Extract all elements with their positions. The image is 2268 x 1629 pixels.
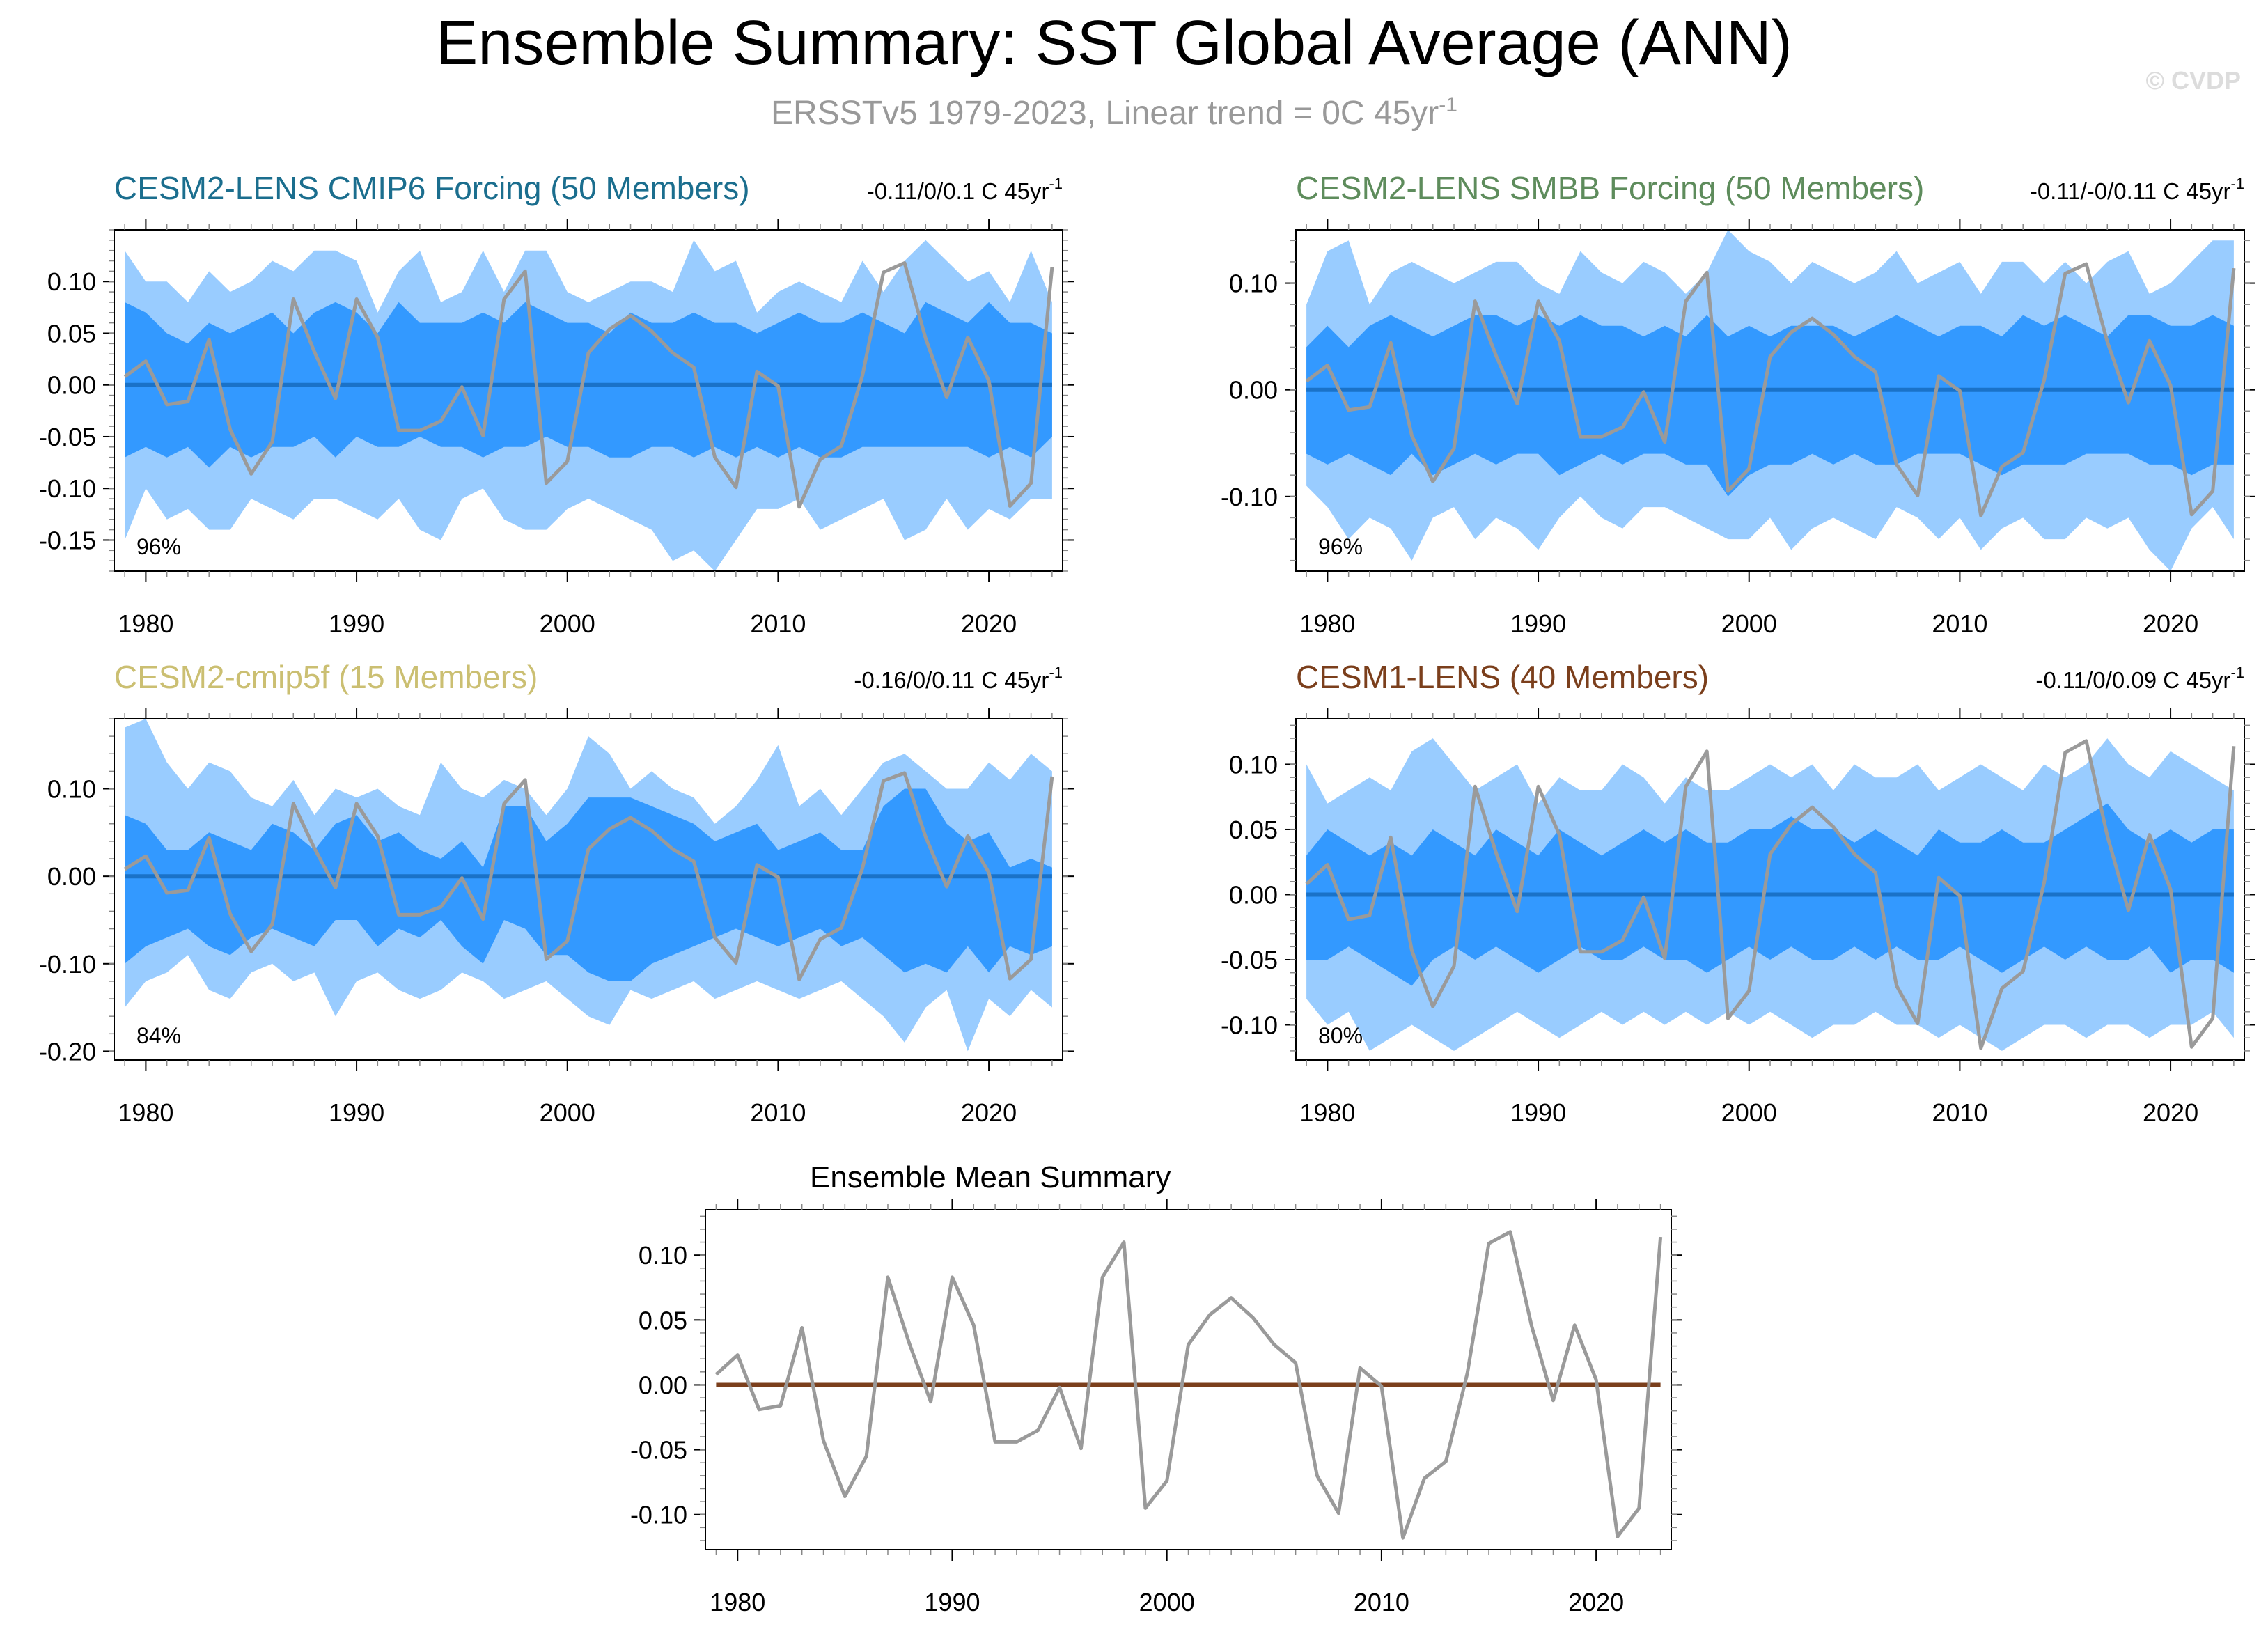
x-tick-label: 2020 [1568, 1588, 1624, 1616]
trend-range-label: -0.11/0/0.09 C 45yr-1 [2035, 664, 2244, 693]
trend-range-text: -0.16/0/0.11 C 45yr [854, 667, 1049, 693]
percent-label: 96% [1318, 534, 1363, 559]
trend-range-label: -0.11/0/0.1 C 45yr-1 [867, 175, 1063, 204]
chart-panel-3: 0.10 0.00 -0.10 -0.20 1980 1990 2000 2010 2020 CE… [39, 659, 1074, 1127]
trend-range-text: -0.11/0/0.1 C 45yr [867, 178, 1049, 204]
x-tick-label: 2000 [1721, 1098, 1777, 1127]
subtitle-superscript: -1 [1439, 93, 1457, 116]
trend-range-superscript: -1 [1049, 175, 1063, 192]
plot-frame [705, 1209, 1672, 1550]
x-tick-label: 2010 [750, 1098, 806, 1127]
x-tick-label: 2000 [540, 609, 595, 638]
y-tick-label: 0.10 [1229, 750, 1278, 779]
y-tick-label: 0.10 [639, 1241, 687, 1270]
observations-line [123, 771, 1054, 981]
x-tick-label: 2000 [540, 1098, 595, 1127]
y-tick-label: -0.10 [630, 1501, 687, 1529]
percent-label: 84% [136, 1023, 181, 1048]
y-tick-label: -0.20 [39, 1037, 96, 1066]
x-tick-label: 1980 [118, 609, 173, 638]
x-tick-label: 1990 [924, 1588, 980, 1616]
y-tick-label: -0.10 [1221, 483, 1278, 511]
y-tick-label: 0.05 [639, 1306, 687, 1334]
observations-line [1305, 262, 2236, 517]
x-tick-label: 2010 [750, 609, 806, 638]
y-tick-label: -0.10 [39, 474, 96, 503]
observations-line [1305, 739, 2236, 1050]
observations-line [714, 1230, 1663, 1540]
y-tick-label: -0.10 [1221, 1011, 1278, 1040]
y-tick-label: 0.00 [1229, 376, 1278, 405]
observations-line [123, 261, 1054, 509]
y-tick-label: 0.10 [47, 775, 96, 804]
y-tick-label: 0.05 [47, 319, 96, 348]
y-tick-label: -0.05 [630, 1436, 687, 1465]
panel-title: CESM1-LENS (40 Members) [1296, 659, 1709, 695]
x-tick-label: 1990 [1510, 609, 1566, 638]
x-tick-label: 1980 [1299, 1098, 1355, 1127]
y-tick-label: 0.00 [1229, 880, 1278, 909]
figure-subtitle: ERSSTv5 1979-2023, Linear trend = 0C 45y… [771, 93, 1457, 132]
panel-title: CESM2-LENS SMBB Forcing (50 Members) [1296, 170, 1924, 206]
y-tick-label: 0.10 [47, 267, 96, 296]
trend-range-label: -0.11/-0/0.11 C 45yr-1 [2030, 175, 2244, 204]
panel-title: CESM2-cmip5f (15 Members) [114, 659, 538, 695]
chart-panel-2: 0.10 0.00 -0.10 1980 1990 2000 2010 2020 CESM2-L… [1221, 170, 2255, 638]
y-tick-label: 0.00 [47, 862, 96, 891]
y-tick-label: 0.00 [47, 371, 96, 400]
x-tick-label: 1980 [1299, 609, 1355, 638]
y-tick-label: -0.05 [1221, 946, 1278, 974]
x-tick-label: 2020 [961, 609, 1017, 638]
inner-spread-band [1306, 315, 2234, 497]
x-tick-label: 1980 [118, 1098, 173, 1127]
subtitle-text: ERSSTv5 1979-2023, Linear trend = 0C 45y… [771, 95, 1439, 132]
cvdp-watermark: © CVDP [2145, 66, 2241, 95]
panel-title: CESM2-LENS CMIP6 Forcing (50 Members) [114, 170, 750, 206]
panel-title: Ensemble Mean Summary [810, 1160, 1171, 1194]
chart-panel-4: 0.10 0.05 0.00 -0.05 -0.10 1980 1990 2000 2010 20… [1221, 659, 2255, 1127]
trend-range-text: -0.11/-0/0.11 C 45yr [2030, 178, 2231, 204]
trend-range-superscript: -1 [2230, 664, 2244, 681]
trend-range-superscript: -1 [1049, 664, 1063, 681]
x-tick-label: 1990 [329, 1098, 384, 1127]
percent-label: 96% [136, 534, 181, 559]
inner-spread-band [125, 788, 1052, 981]
y-tick-label: 0.05 [1229, 816, 1278, 844]
x-tick-label: 1980 [710, 1588, 765, 1616]
trend-range-label: -0.16/0/0.11 C 45yr-1 [854, 664, 1063, 693]
x-tick-label: 2000 [1139, 1588, 1195, 1616]
x-tick-label: 2010 [1932, 609, 1987, 638]
x-tick-label: 2020 [2143, 1098, 2198, 1127]
chart-panel-5: 0.10 0.05 0.00 -0.05 -0.10 1980 1990 2000 2010 20… [630, 1160, 1682, 1616]
y-tick-label: 0.00 [639, 1371, 687, 1399]
x-tick-label: 2020 [2143, 609, 2198, 638]
x-tick-label: 2000 [1721, 609, 1777, 638]
y-tick-label: -0.05 [39, 423, 96, 451]
trend-range-text: -0.11/0/0.09 C 45yr [2035, 667, 2230, 693]
x-tick-label: 2010 [1354, 1588, 1409, 1616]
x-tick-label: 2010 [1932, 1098, 1987, 1127]
x-tick-label: 1990 [329, 609, 384, 638]
y-tick-label: 0.10 [1229, 270, 1278, 298]
figure-title: Ensemble Summary: SST Global Average (AN… [436, 8, 1792, 78]
x-tick-label: 1990 [1510, 1098, 1566, 1127]
chart-panel-1: 0.10 0.05 0.00 -0.05 -0.10 -0.15 1980 1990 2000 2… [39, 170, 1074, 638]
x-tick-label: 2020 [961, 1098, 1017, 1127]
trend-range-superscript: -1 [2230, 175, 2244, 192]
y-tick-label: -0.10 [39, 950, 96, 979]
y-tick-label: -0.15 [39, 526, 96, 554]
chart-panels: 0.10 0.05 0.00 -0.05 -0.10 -0.15 1980 1990 2000 2… [39, 170, 2255, 1616]
percent-label: 80% [1318, 1023, 1363, 1048]
